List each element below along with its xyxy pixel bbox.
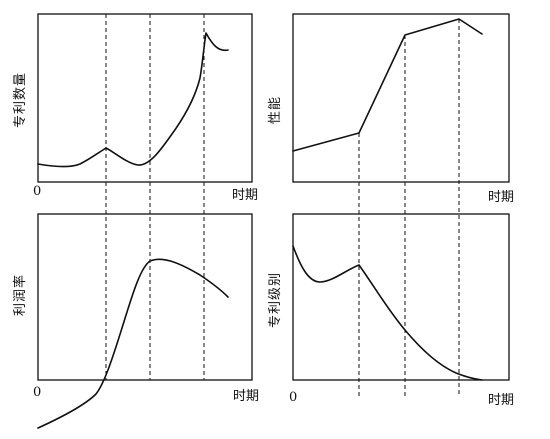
panel-profit-margin: 0 时期 利润率 [12,213,259,429]
x-axis-label: 时期 [488,190,514,205]
y-axis-label: 利润率 [12,274,28,316]
patent-quantity-curve [37,32,229,168]
performance-curve [292,18,483,152]
panel-frame [292,213,510,381]
origin-label: 0 [33,385,41,400]
origin-label: 0 [33,184,41,199]
y-axis-label: 专利级别 [268,272,283,328]
y-axis-label: 专利数量 [13,72,28,128]
x-axis-label: 时期 [233,389,259,404]
x-axis-label: 时期 [232,188,258,203]
panel-performance: 时期 性能 [268,13,514,205]
profit-margin-curve [37,258,229,429]
panel-frame [292,13,510,183]
y-axis-label: 性能 [268,96,283,124]
period-guides [105,14,460,397]
panel-patent-quantity: 0 时期 专利数量 [13,13,258,203]
panel-patent-level: 0 时期 专利级别 [268,213,514,408]
panel-frame [37,213,253,381]
origin-label: 0 [289,390,297,405]
patent-level-curve [292,245,483,381]
panel-frame [37,13,253,183]
x-axis-label: 时期 [488,393,514,408]
